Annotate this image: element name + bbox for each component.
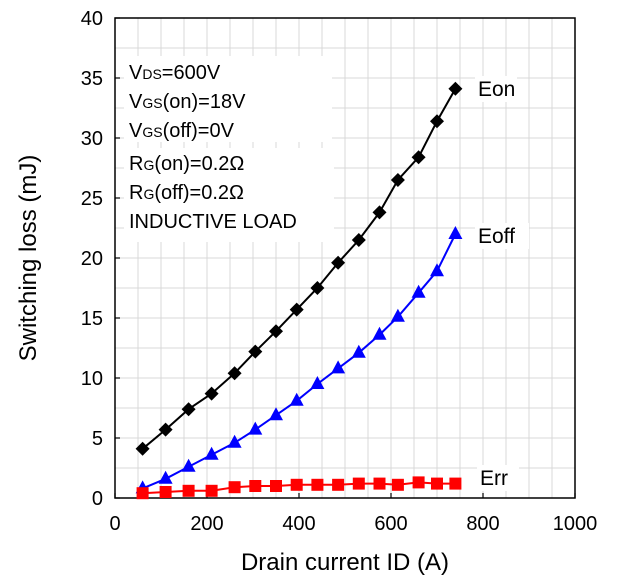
- condition-text: RG(on)=0.2Ω: [129, 153, 244, 175]
- axis-ticks: 0 200 400 600 800 1000 0 5 10 15 20 25 30 35 40: [81, 8, 598, 535]
- data-point-eon: [181, 402, 196, 417]
- data-point-err: [290, 478, 303, 491]
- series-label-err: Err: [480, 467, 508, 490]
- data-point-eon: [204, 386, 219, 401]
- data-point-eon: [331, 255, 346, 270]
- data-point-err: [249, 480, 262, 492]
- y-tick-label: 0: [92, 488, 103, 510]
- data-point-eon: [135, 441, 150, 456]
- y-tick-label: 5: [92, 428, 103, 450]
- y-tick-label: 10: [81, 368, 103, 390]
- y-tick-label: 40: [81, 8, 103, 30]
- series-line-eon: [141, 88, 457, 450]
- data-point-eon: [158, 422, 173, 437]
- y-axis-title: Switching loss (mJ): [15, 155, 42, 362]
- y-tick-label: 30: [81, 128, 103, 150]
- series-label-eon: Eon: [478, 78, 515, 101]
- series-label-background: [477, 465, 519, 491]
- data-point-eoff: [331, 360, 346, 374]
- data-point-err: [136, 487, 149, 500]
- data-point-eon: [390, 173, 405, 187]
- data-point-eon: [248, 344, 263, 359]
- data-point-eoff: [158, 470, 173, 484]
- y-tick-label: 20: [81, 248, 103, 270]
- data-point-err: [352, 477, 365, 490]
- data-point-err: [228, 481, 241, 494]
- x-tick-label: 400: [282, 513, 315, 535]
- data-point-err: [311, 478, 324, 491]
- x-tick-label: 200: [190, 513, 223, 535]
- data-point-err: [449, 477, 462, 490]
- data-point-err: [332, 478, 345, 491]
- x-tick-label: 800: [466, 513, 499, 535]
- data-point-err: [431, 477, 443, 490]
- series-line-eoff: [142, 233, 457, 490]
- data-point-eoff: [430, 263, 444, 277]
- data-point-err: [182, 484, 195, 497]
- data-point-eon: [310, 281, 325, 295]
- data-point-err: [412, 476, 425, 489]
- condition-text: VGS(off)=0V: [129, 120, 235, 142]
- condition-text: RG(off)=0.2Ω: [129, 182, 244, 204]
- data-point-eon: [227, 366, 242, 381]
- data-point-eoff: [227, 434, 242, 448]
- data-point-eon: [448, 81, 463, 96]
- series-layer: [135, 81, 463, 500]
- data-point-eon: [372, 205, 387, 220]
- series-line-err: [142, 481, 456, 495]
- data-point-eoff: [181, 458, 196, 472]
- data-point-eoff: [269, 407, 283, 421]
- x-tick-label: 600: [374, 513, 407, 535]
- series-label-background: [475, 223, 529, 249]
- condition-text: VGS(on)=18V: [129, 91, 246, 113]
- data-point-eoff: [411, 284, 426, 298]
- data-point-eoff: [310, 376, 325, 389]
- x-axis-title: Drain current ID (A): [241, 549, 449, 576]
- condition-text: VDS=600V: [129, 62, 221, 84]
- data-point-eon: [289, 302, 304, 317]
- data-point-err: [391, 478, 404, 491]
- conditions-background: [124, 148, 334, 242]
- data-point-eoff: [248, 421, 263, 435]
- series-label-background: [475, 76, 517, 102]
- condition-text: INDUCTIVE LOAD: [129, 211, 297, 233]
- series-labels: Eon Eoff Err: [475, 76, 529, 491]
- data-point-eoff: [351, 344, 366, 358]
- data-point-err: [373, 477, 386, 490]
- data-point-eoff: [289, 392, 304, 406]
- series-label-eoff: Eoff: [478, 225, 515, 248]
- data-point-err: [205, 484, 218, 497]
- y-tick-label: 15: [81, 308, 103, 330]
- data-point-eoff: [448, 226, 463, 239]
- data-point-eoff: [390, 308, 405, 322]
- data-point-err: [159, 486, 172, 498]
- y-tick-label: 25: [81, 188, 103, 210]
- y-tick-label: 35: [81, 68, 103, 90]
- data-point-eon: [411, 150, 426, 165]
- conditions-background: [124, 56, 332, 142]
- x-tick-label: 1000: [553, 513, 598, 535]
- data-point-eoff: [372, 326, 387, 340]
- data-point-eon: [269, 324, 283, 339]
- data-point-eon: [430, 114, 444, 129]
- conditions-box: VDS=600V VGS(on)=18V VGS(off)=0V RG(on)=0.2…: [124, 56, 334, 242]
- data-point-err: [270, 480, 282, 492]
- data-point-eoff: [204, 446, 219, 460]
- data-point-eon: [351, 233, 366, 247]
- x-tick-label: 0: [109, 513, 120, 535]
